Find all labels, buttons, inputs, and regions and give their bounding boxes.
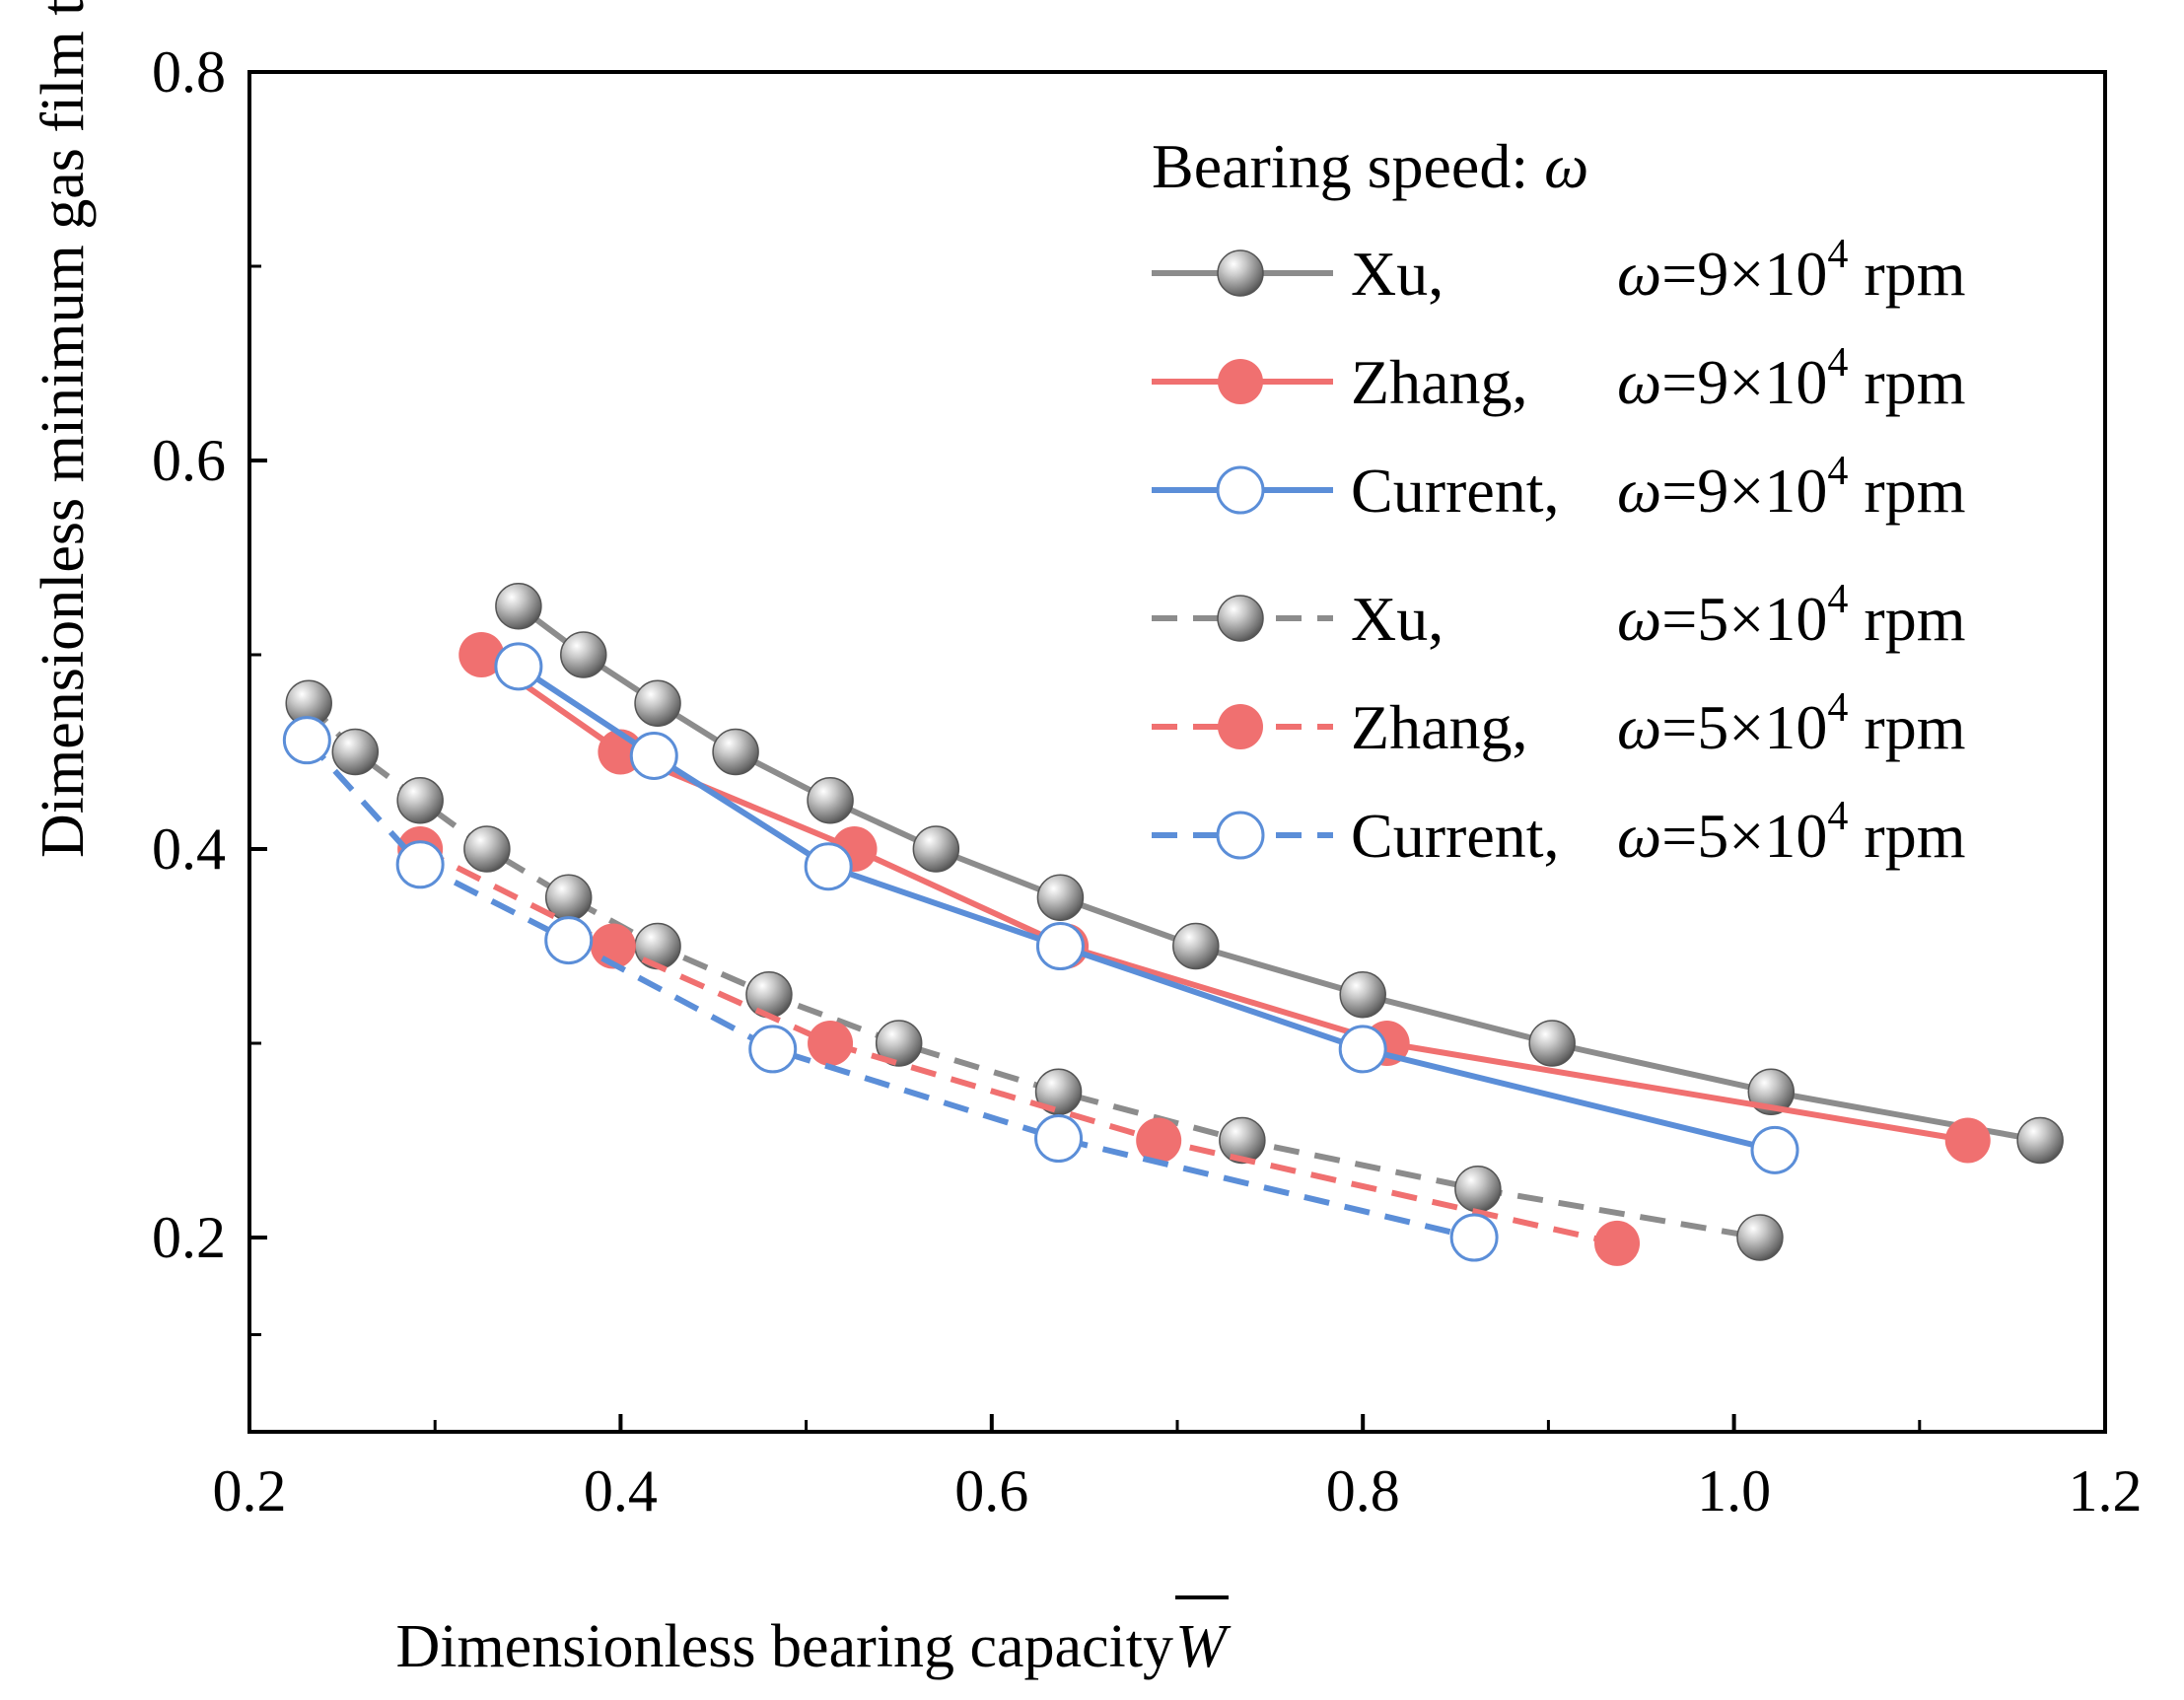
series-line [418, 846, 1618, 1246]
legend-label-speed: ω=5×104 rpm [1617, 794, 1965, 871]
data-point [1736, 1214, 1784, 1261]
series-line [305, 738, 1475, 1240]
legend-swatch-marker [1218, 359, 1263, 404]
legend-label-speed: ω=5×104 rpm [1617, 577, 1965, 654]
y-tick-label: 0.2 [152, 1205, 226, 1270]
x-axis-symbol: W [1175, 1595, 1232, 1680]
data-point [745, 971, 793, 1019]
series-line [307, 701, 1761, 1240]
legend-item-5: Current, ω=5×104 rpm [1152, 794, 1965, 871]
series-line [517, 603, 2041, 1144]
legend-label-name: Zhang, [1351, 692, 1528, 762]
legend-item-0: Xu, ω=9×104 rpm [1152, 232, 1965, 309]
data-point [396, 777, 444, 824]
legend-swatch-marker [1217, 595, 1264, 642]
legend-item-3: Xu, ω=5×104 rpm [1152, 577, 1965, 654]
data-point [634, 679, 681, 727]
data-point [1035, 922, 1085, 970]
data-point [1136, 1117, 1182, 1164]
series-3 [285, 679, 1784, 1261]
data-point [331, 728, 380, 776]
y-tick-label: 0.4 [152, 816, 226, 882]
legend-swatch-marker [1216, 811, 1265, 860]
y-axis-title: Dimensionless minimum gas film thickness… [30, 0, 97, 858]
data-point [808, 1021, 854, 1066]
x-tick-label: 0.8 [1326, 1458, 1400, 1523]
legend-swatch-marker [1217, 249, 1264, 297]
legend-label-speed: ω=9×104 rpm [1617, 340, 1965, 417]
data-point [463, 825, 511, 873]
data-point [458, 632, 505, 677]
x-axis-title: Dimensionless bearing capacity [395, 1613, 1173, 1680]
data-point [807, 777, 854, 824]
data-point [1449, 1213, 1499, 1262]
x-tick-label: 0.4 [584, 1458, 658, 1523]
series-line [517, 664, 1776, 1154]
legend-label-speed: ω=9×104 rpm [1617, 232, 1965, 309]
data-point [2016, 1116, 2064, 1165]
data-point [1339, 971, 1386, 1019]
data-point [395, 840, 445, 889]
legend-label-name: Current, [1351, 801, 1560, 871]
y-tick-label: 0.6 [152, 428, 226, 493]
legend-title: Bearing speed: ω [1152, 131, 1588, 201]
data-point [1944, 1117, 1991, 1164]
data-point [1034, 1114, 1084, 1164]
data-point [282, 716, 331, 765]
legend-label-name: Xu, [1351, 239, 1444, 309]
data-point [1338, 1025, 1387, 1074]
legend-item-1: Zhang, ω=9×104 rpm [1152, 340, 1965, 417]
legend-swatch-marker [1218, 704, 1263, 749]
data-point [629, 731, 678, 780]
data-point [1036, 874, 1085, 921]
x-axis-symbol-text: W [1175, 1613, 1232, 1680]
data-point [712, 728, 759, 776]
series-2 [494, 642, 1799, 1174]
data-point [875, 1020, 923, 1067]
legend-label-speed: ω=9×104 rpm [1617, 449, 1965, 526]
data-point [544, 916, 594, 965]
data-point [804, 842, 853, 891]
x-tick-label: 1.0 [1697, 1458, 1771, 1523]
legend-label-name: Zhang, [1351, 347, 1528, 417]
data-point [560, 631, 607, 678]
legend-swatch-marker [1216, 465, 1265, 515]
legend-label-name: Current, [1351, 456, 1560, 526]
x-tick-label: 0.6 [954, 1458, 1028, 1523]
legend-label-name: Xu, [1351, 584, 1444, 654]
series-line [479, 652, 1969, 1144]
data-point [494, 642, 543, 691]
series-5 [282, 716, 1499, 1262]
x-tick-label: 1.2 [2069, 1458, 2143, 1523]
data-point [590, 923, 636, 969]
data-point [1528, 1020, 1576, 1067]
x-tick-label: 0.2 [213, 1458, 287, 1523]
data-point [1750, 1125, 1799, 1174]
data-point [1594, 1220, 1641, 1266]
data-point [1454, 1166, 1502, 1213]
legend-item-4: Zhang, ω=5×104 rpm [1152, 685, 1965, 762]
data-point [1219, 1116, 1266, 1165]
series-0 [495, 583, 2064, 1165]
legend-label-speed: ω=5×104 rpm [1617, 685, 1965, 762]
data-point [912, 825, 960, 873]
y-tick-label: 0.8 [152, 39, 226, 105]
data-point [495, 583, 542, 630]
data-point [1172, 922, 1220, 970]
data-point [748, 1025, 798, 1074]
legend-item-2: Current, ω=9×104 rpm [1152, 449, 1965, 526]
